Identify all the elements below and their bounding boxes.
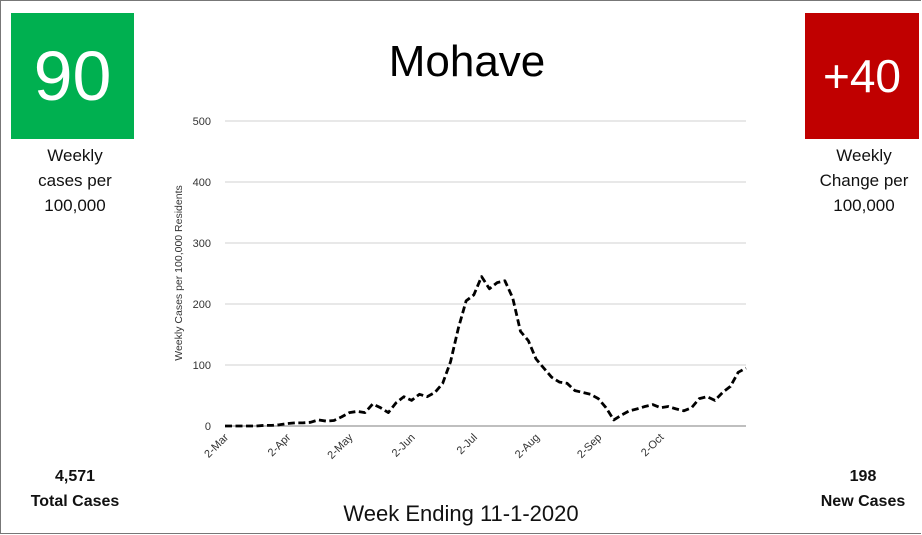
y-tick-label: 500 [193, 116, 211, 128]
y-tick-label: 200 [193, 299, 211, 311]
x-tick-label: 2-Oct [639, 432, 667, 460]
y-tick-label: 100 [193, 360, 211, 372]
new-cases-label: New Cases [820, 493, 906, 510]
x-tick-label: 2-Mar [202, 431, 231, 460]
line-series [225, 275, 747, 428]
weekly-change-box: +40 [805, 13, 919, 139]
chart-title: Mohave [389, 37, 546, 86]
weekly-cases-box: 90 [11, 13, 134, 139]
x-tick-label: 2-Jul [455, 432, 480, 457]
weekly-cases-value: 90 [33, 37, 112, 115]
x-tick-label: 2-Sep [575, 432, 604, 461]
x-tick-label: 2-Apr [266, 431, 294, 459]
new-cases-value: 198 [849, 468, 877, 485]
x-tick-label: 2-Aug [513, 432, 542, 461]
y-axis-label: Weekly Cases per 100,000 Residents [173, 185, 185, 361]
y-tick-label: 400 [193, 177, 211, 189]
weekly-cases-label: Weekly cases per 100,000 [38, 146, 112, 215]
x-tick-label: 2-May [325, 431, 355, 461]
x-axis-label: Week Ending 11-1-2020 [343, 501, 578, 526]
weekly-change-value: +40 [822, 50, 902, 102]
y-tick-label: 300 [193, 238, 211, 250]
total-cases-value: 4,571 [54, 468, 96, 485]
y-tick-label: 0 [205, 421, 211, 433]
x-tick-label: 2-Jun [390, 432, 418, 460]
total-cases-label: Total Cases [30, 493, 120, 510]
weekly-change-label: Weekly Change per 100,000 [819, 146, 909, 215]
